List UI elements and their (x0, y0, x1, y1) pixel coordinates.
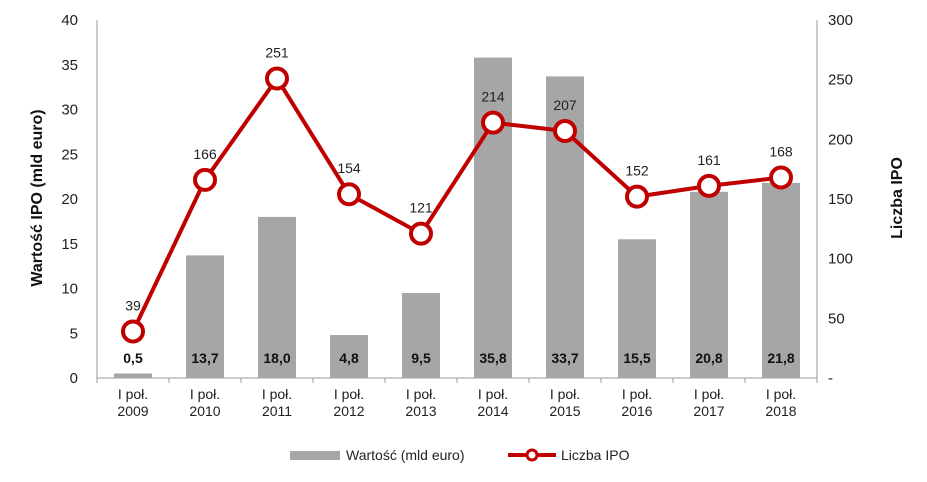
line-data-label: 152 (625, 163, 649, 179)
y-right-tick-label: 200 (828, 131, 853, 148)
y-left-tick-labels: 0 5 10 15 20 25 30 35 40 (61, 12, 78, 387)
bar-data-label: 20,8 (695, 350, 722, 366)
legend-label-bar: Wartość (mld euro) (346, 447, 465, 463)
y-right-axis-title: Liczba IPO (889, 157, 906, 239)
bar (474, 57, 512, 379)
y-left-tick-label: 40 (61, 12, 78, 29)
y-right-tick-label: - (828, 370, 833, 387)
bar-data-label: 9,5 (411, 350, 431, 366)
bar-data-label: 4,8 (339, 350, 359, 366)
line-data-label: 168 (769, 144, 793, 160)
y-right-tick-labels: - 50 100 150 200 250 300 (828, 12, 853, 387)
category-label: I poł. 2017 (693, 386, 724, 419)
line-data-label: 207 (553, 97, 577, 113)
bars (114, 57, 800, 379)
category-label: I poł. 2009 (117, 386, 148, 419)
y-right-tick-label: 250 (828, 72, 853, 89)
bar (618, 239, 656, 378)
y-left-tick-label: 35 (61, 57, 78, 74)
category-label: I poł. 2011 (262, 386, 292, 419)
y-right-tick-label: 50 (828, 310, 845, 327)
line-data-label: 251 (265, 44, 289, 60)
line-marker (409, 221, 433, 246)
y-left-tick-label: 20 (61, 191, 78, 208)
legend-swatch-marker (525, 448, 539, 462)
bar (258, 216, 296, 378)
bar (762, 182, 800, 378)
bar (330, 335, 368, 378)
y-left-tick-label: 15 (61, 236, 78, 253)
bar-data-label: 13,7 (191, 350, 218, 366)
bar-data-label: 21,8 (767, 350, 794, 366)
legend: Wartość (mld euro) Liczba IPO (290, 447, 630, 463)
category-label: I poł. 2014 (477, 386, 508, 419)
y-left-tick-label: 0 (70, 370, 78, 387)
bar-data-label: 35,8 (479, 350, 506, 366)
bar (114, 373, 152, 378)
y-left-axis-title: Wartość IPO (mld euro) (29, 109, 46, 286)
bar (690, 191, 728, 378)
line-marker (697, 173, 721, 198)
line-data-label: 154 (337, 160, 361, 176)
line-data-label: 161 (697, 152, 721, 168)
bar-data-label: 33,7 (551, 350, 578, 366)
category-label: I poł. 2016 (621, 386, 652, 419)
category-labels: I poł. 2009 I poł. 2010 I poł. 2011 I poł. 2012… (117, 386, 796, 419)
line-data-label: 121 (409, 200, 433, 216)
legend-label-line: Liczba IPO (561, 447, 630, 463)
line-marker (769, 165, 793, 190)
y-right-tick-label: 300 (828, 12, 853, 29)
line-marker (625, 184, 649, 209)
ipo-count-labels: 39 166 251 154 121 214 207 152 161 168 (125, 44, 793, 313)
category-label: I poł. 2013 (405, 386, 436, 419)
bar-data-label: 15,5 (623, 350, 650, 366)
bar (186, 255, 224, 378)
bar-data-label: 0,5 (123, 350, 143, 366)
x-tick-marks (96, 378, 818, 383)
y-right-tick-label: 100 (828, 251, 853, 268)
legend-swatch-bar (290, 451, 340, 460)
line-marker (121, 319, 145, 344)
ipo-count-markers (121, 66, 793, 344)
category-label: I poł. 2015 (549, 386, 580, 419)
line-marker (337, 182, 361, 207)
y-left-tick-label: 25 (61, 146, 78, 163)
line-marker (193, 167, 217, 192)
y-right-tick-label: 150 (828, 191, 853, 208)
y-left-tick-label: 5 (70, 325, 78, 342)
line-marker (553, 118, 577, 143)
bar-labels: 0,5 13,7 18,0 4,8 9,5 35,8 33,7 15,5 20,8 21,8 (123, 350, 795, 366)
bar-data-label: 18,0 (263, 350, 290, 366)
y-left-tick-label: 30 (61, 102, 78, 119)
line-marker (265, 66, 289, 91)
ipo-count-line (131, 76, 782, 333)
line-data-label: 214 (481, 89, 505, 105)
line-marker (481, 110, 505, 135)
y-left-tick-label: 10 (61, 281, 78, 298)
line-data-label: 166 (193, 146, 217, 162)
line-data-label: 39 (125, 297, 141, 313)
category-label: I poł. 2010 (189, 386, 220, 419)
bar (402, 292, 440, 378)
category-label: I poł. 2012 (333, 386, 364, 419)
category-label: I poł. 2018 (765, 386, 796, 419)
